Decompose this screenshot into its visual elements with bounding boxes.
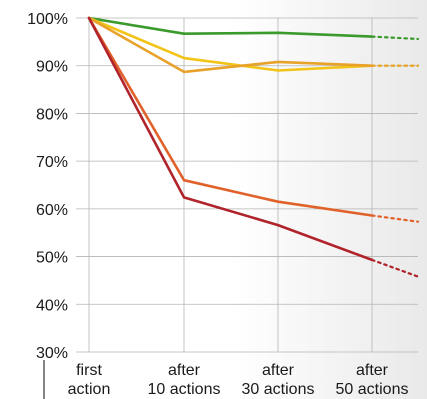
y-tick-label: 30% — [36, 345, 68, 362]
grid-layer — [76, 17, 418, 353]
x-tick-label: 30 actions — [242, 381, 315, 398]
y-tick-label: 60% — [36, 202, 68, 219]
y-tick-label: 50% — [36, 250, 68, 267]
x-tick-label: first — [76, 362, 102, 379]
series-projection-5 — [370, 258, 420, 278]
y-tick-label: 40% — [36, 297, 68, 314]
x-tick-label: 50 actions — [336, 381, 409, 398]
series-line-1 — [87, 16, 374, 38]
series-line-2 — [87, 16, 374, 72]
series-line-5 — [87, 16, 374, 262]
x-tick-label: 10 actions — [148, 381, 221, 398]
series-line-4 — [87, 16, 374, 217]
x-axis-labels: first action after 10 actions after 30 action… — [68, 362, 409, 398]
x-tick-label: action — [68, 381, 111, 398]
y-tick-label: 90% — [36, 59, 68, 76]
series-projection-1 — [370, 35, 420, 41]
y-axis-labels: 100% 90% 80% 70% 60% 50% 40% 30% — [27, 11, 68, 362]
series-projection-4 — [370, 214, 420, 223]
series-line-3 — [87, 16, 374, 74]
y-tick-label: 80% — [36, 106, 68, 123]
y-tick-label: 100% — [27, 11, 68, 28]
x-tick-label: after — [168, 362, 201, 379]
x-tick-label: after — [356, 362, 389, 379]
series-layer — [87, 16, 420, 278]
y-tick-label: 70% — [36, 154, 68, 171]
x-tick-label: after — [262, 362, 295, 379]
